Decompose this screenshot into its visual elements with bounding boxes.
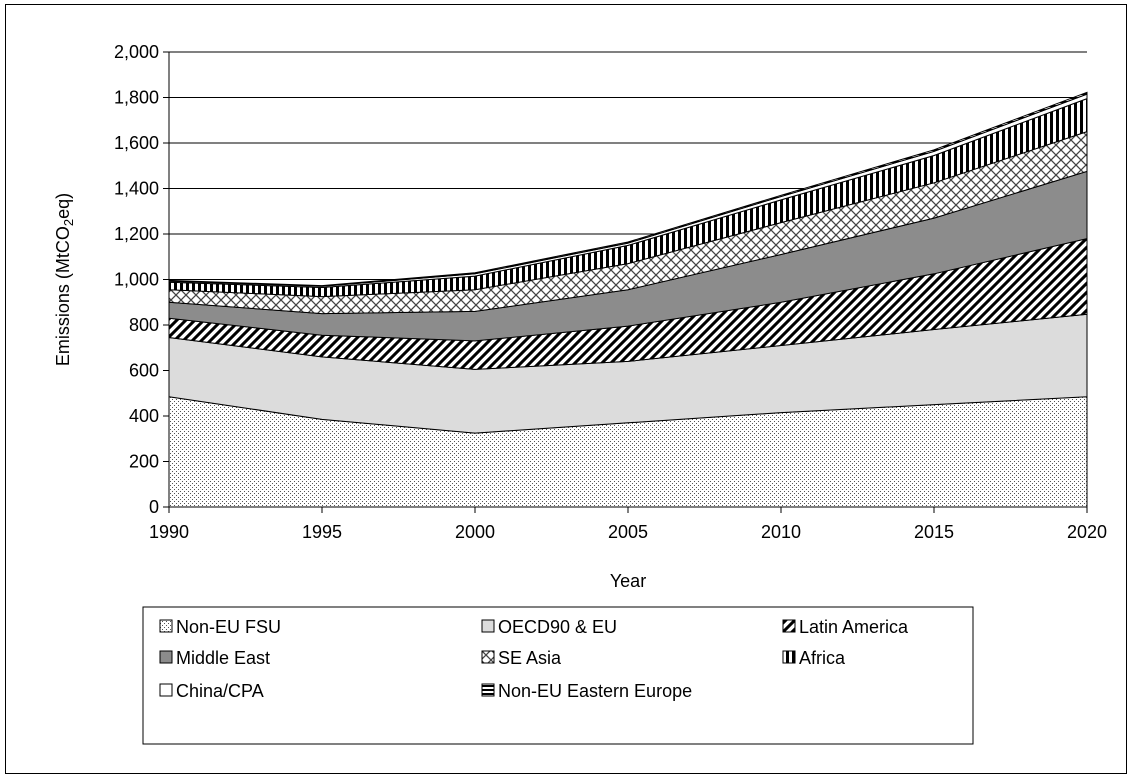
- x-tick-label: 2020: [1067, 522, 1107, 542]
- y-tick-label: 1,800: [114, 88, 159, 108]
- legend-label: Latin America: [799, 617, 909, 637]
- legend-label: OECD90 & EU: [498, 617, 617, 637]
- legend-swatch: [481, 650, 495, 664]
- y-tick-label: 1,200: [114, 224, 159, 244]
- area-series-7: [168, 91, 1088, 287]
- legend-swatch: [782, 650, 796, 664]
- y-tick-label: 2,000: [114, 42, 159, 62]
- y-tick-label: 1,400: [114, 179, 159, 199]
- legend-label: Africa: [799, 648, 846, 668]
- y-tick-label: 200: [129, 452, 159, 472]
- legend-swatch: [159, 650, 173, 664]
- y-tick-label: 1,000: [114, 270, 159, 290]
- x-tick-label: 1990: [149, 522, 189, 542]
- x-axis-title: Year: [610, 571, 646, 591]
- y-tick-label: 1,600: [114, 133, 159, 153]
- y-tick-label: 600: [129, 361, 159, 381]
- area-series: [168, 91, 1088, 508]
- legend-label: SE Asia: [498, 648, 562, 668]
- legend-swatch: [782, 619, 796, 633]
- y-axis-title: Emissions (MtCO2eq): [53, 193, 76, 366]
- legend-label: China/CPA: [176, 681, 264, 701]
- legend-swatch: [159, 683, 173, 697]
- x-tick-label: 2010: [761, 522, 801, 542]
- legend-label: Non-EU FSU: [176, 617, 281, 637]
- legend-box: [142, 606, 974, 745]
- x-tick-label: 2015: [914, 522, 954, 542]
- legend-label: Middle East: [176, 648, 270, 668]
- y-axis-title-main: Emissions (MtCO: [53, 226, 73, 366]
- legend-swatch: [159, 619, 173, 633]
- y-tick-label: 800: [129, 315, 159, 335]
- stacked-area-chart: 0 200 400 600 800 1,000 1,200 1,400 1,600 1,800 2,…: [53, 42, 1107, 745]
- legend-label: Non-EU Eastern Europe: [498, 681, 692, 701]
- y-tick-label: 400: [129, 406, 159, 426]
- x-tick-label: 2005: [608, 522, 648, 542]
- chart-frame: 0 200 400 600 800 1,000 1,200 1,400 1,600 1,800 2,…: [5, 4, 1127, 774]
- y-axis-title-suffix: eq): [53, 193, 73, 219]
- legend-swatch: [481, 683, 495, 697]
- y-axis-ticks: 0 200 400 600 800 1,000 1,200 1,400 1,600 1,800 2,…: [114, 42, 169, 517]
- y-tick-label: 0: [149, 497, 159, 517]
- x-axis-ticks: 1990 1995 2000 2005 2010 2015 2020: [149, 507, 1107, 542]
- y-axis-title-subscript: 2: [61, 219, 76, 226]
- legend-swatch: [481, 619, 495, 633]
- x-tick-label: 1995: [302, 522, 342, 542]
- x-tick-label: 2000: [455, 522, 495, 542]
- legend: Non-EU FSU OECD90 & EU Latin America Middle…: [142, 606, 974, 745]
